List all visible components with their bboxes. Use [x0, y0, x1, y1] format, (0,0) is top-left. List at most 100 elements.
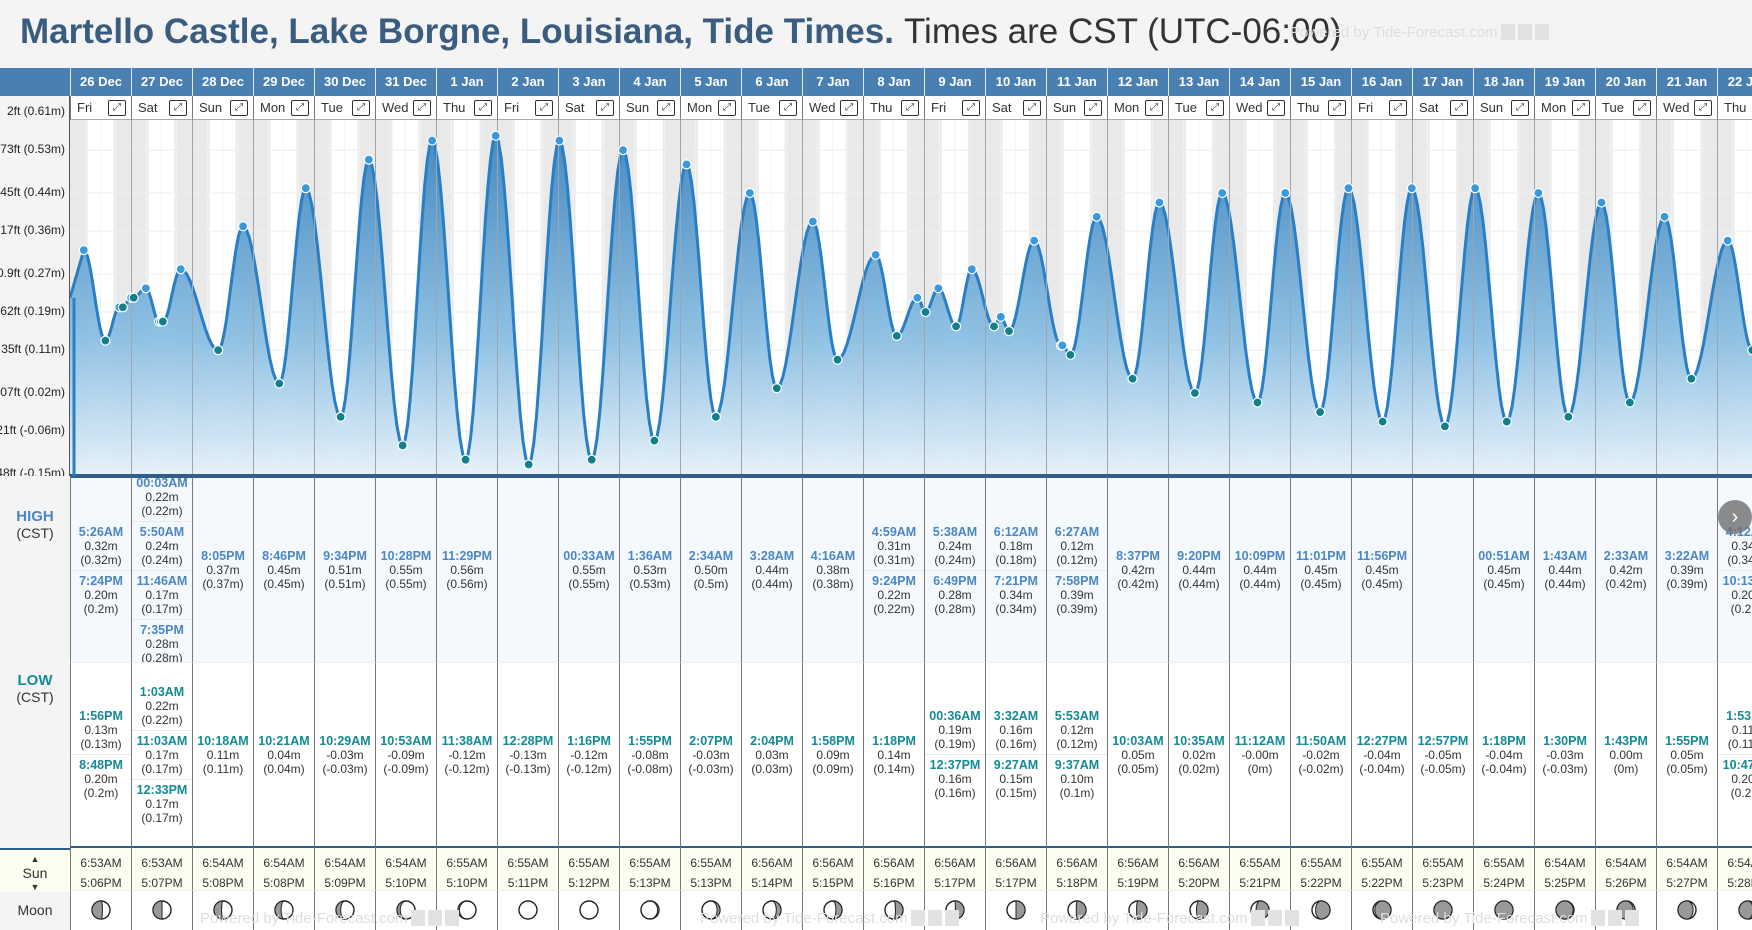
weekday-cell: Thu ⤢	[1290, 96, 1351, 120]
sun-cell: 6:55AM 5:23PM	[1412, 846, 1473, 890]
low-tide-marker	[1747, 345, 1752, 356]
expand-day-icon[interactable]: ⤢	[1084, 100, 1102, 116]
high-tide-entry: 1:43AM 0.44m (0.44m)	[1535, 546, 1595, 594]
tide-height-alt: (0.2m)	[83, 601, 119, 616]
expand-day-icon[interactable]: ⤢	[1572, 100, 1590, 116]
high-tide-marker	[300, 183, 311, 194]
tide-time: 00:33AM	[563, 549, 615, 563]
expand-day-icon[interactable]: ⤢	[169, 100, 187, 116]
sun-cell: 6:55AM 5:21PM	[1229, 846, 1290, 890]
tide-time: 00:51AM	[1478, 549, 1530, 563]
sunset-time: 5:25PM	[1544, 876, 1586, 890]
expand-day-icon[interactable]: ⤢	[108, 100, 126, 116]
expand-day-icon[interactable]: ⤢	[291, 100, 309, 116]
tide-height: 0.45m	[1365, 563, 1399, 577]
expand-day-icon[interactable]: ⤢	[413, 100, 431, 116]
low-tide-marker	[1314, 406, 1326, 418]
expand-day-icon[interactable]: ⤢	[840, 100, 858, 116]
weekday-label: Wed	[1663, 100, 1690, 115]
tide-line	[70, 132, 1752, 468]
tide-height: 0.44m	[1548, 563, 1582, 577]
expand-day-icon[interactable]: ⤢	[535, 100, 553, 116]
low-tide-entry: 1:53PM0.11m(0.11m)	[1718, 706, 1752, 754]
expand-day-icon[interactable]: ⤢	[901, 100, 919, 116]
tide-height-alt: (0.17m)	[141, 810, 183, 825]
scroll-next-button[interactable]: ›	[1718, 500, 1752, 534]
expand-day-icon[interactable]: ⤢	[718, 100, 736, 116]
expand-day-icon[interactable]: ⤢	[1206, 100, 1224, 116]
expand-day-icon[interactable]: ⤢	[1633, 100, 1651, 116]
sun-cell: 6:54AM 5:10PM	[375, 846, 436, 890]
date-header: 9 Jan	[924, 68, 985, 96]
expand-day-icon[interactable]: ⤢	[1267, 100, 1285, 116]
tide-time: 12:33PM	[136, 782, 188, 797]
tide-height: -0.08m	[631, 747, 669, 762]
date-header: 3 Jan	[558, 68, 619, 96]
expand-day-icon[interactable]: ⤢	[1450, 100, 1468, 116]
tide-height-alt: (0.31m)	[873, 552, 915, 567]
expand-day-icon[interactable]: ⤢	[962, 100, 980, 116]
expand-day-icon[interactable]: ⤢	[779, 100, 797, 116]
expand-day-icon[interactable]: ⤢	[1328, 100, 1346, 116]
tide-height-alt: (0.05m)	[1666, 761, 1708, 776]
high-tide-marker	[1596, 197, 1607, 208]
tide-time: 11:01PM	[1295, 549, 1347, 563]
expand-day-icon[interactable]: ⤢	[474, 100, 492, 116]
expand-day-icon[interactable]: ⤢	[596, 100, 614, 116]
low-tide-cell: 1:18PM -0.04m (-0.04m)	[1473, 662, 1534, 846]
tide-height-alt: (0.12m)	[1056, 737, 1098, 751]
date-header: 31 Dec	[375, 68, 436, 96]
tide-height-alt: (-0.04m)	[1481, 761, 1527, 776]
sun-cell: 6:54AM 5:09PM	[314, 846, 375, 890]
tide-time: 9:34PM	[323, 549, 367, 563]
high-tide-entry: 7:35PM 0.28m (0.28m)	[132, 618, 192, 668]
expand-day-icon[interactable]: ⤢	[1389, 100, 1407, 116]
low-tide-marker	[523, 459, 534, 470]
expand-day-icon[interactable]: ⤢	[657, 100, 675, 116]
tide-height-alt: (0.38m)	[812, 577, 854, 591]
brand-logo-icon	[427, 910, 442, 926]
tide-height: 0.12m	[1060, 723, 1094, 737]
expand-day-icon[interactable]: ⤢	[1511, 100, 1529, 116]
tide-height: 0.50m	[694, 563, 728, 577]
moon-phase-icon	[1128, 900, 1148, 920]
low-tide-cell: 5:53AM 0.12m (0.12m) 9:37AM 0.10m (0.1m)	[1046, 662, 1107, 846]
expand-day-icon[interactable]: ⤢	[1023, 100, 1041, 116]
high-tide-cell: 4:59AM 0.31m (0.31m) 9:24PM 0.22m (0.22m)	[863, 476, 924, 662]
day-column: 31 Dec Wed ⤢ 10:28PM 0.55m (0.55m) 10:53AM -0.0…	[375, 68, 436, 930]
date-header: 22 Jan	[1717, 68, 1752, 96]
expand-day-icon[interactable]: ⤢	[1145, 100, 1163, 116]
low-tide-entry: 11:50AM -0.02m (-0.02m)	[1291, 731, 1351, 779]
tide-height: -0.02m	[1302, 747, 1340, 762]
sunrise-time: 6:55AM	[1422, 856, 1464, 870]
tide-height-alt: (0.42m)	[1605, 577, 1647, 591]
row-labels: 2ft (0.61m) 1.73ft (0.53m) 1.45ft (0.44m) 1…	[0, 68, 70, 930]
moon-cell: 2:44AM1:29PM	[314, 890, 375, 930]
low-tide-marker	[335, 411, 346, 422]
tide-height: 0.05m	[1121, 747, 1155, 762]
tide-height-alt: (0.44m)	[1178, 577, 1220, 591]
low-tide-cell: 11:50AM -0.02m (-0.02m)	[1290, 662, 1351, 846]
tide-height: 0.44m	[1182, 563, 1216, 577]
high-tide-entry: 6:27AM 0.12m (0.12m)	[1047, 522, 1107, 570]
expand-day-icon[interactable]: ⤢	[230, 100, 248, 116]
high-tide-entry: 9:34PM 0.51m (0.51m)	[315, 546, 375, 594]
sunset-time: 5:10PM	[385, 876, 427, 890]
moon-row-label: Moon	[17, 902, 53, 918]
high-tide-entry: 10:09PM 0.44m (0.44m)	[1230, 546, 1290, 594]
weekday-cell: Sun ⤢	[1046, 96, 1107, 120]
weekday-label: Sun	[1480, 100, 1504, 115]
tide-table: 26 Dec Fri ⤢ 5:26AM 0.32m (0.32m) 7:24PM 0.20m(…	[0, 68, 1752, 930]
weekday-label: Sun	[626, 100, 650, 115]
low-tide-entry: 12:37PM 0.16m (0.16m)	[925, 754, 985, 803]
low-tide-entry: 1:43PM 0.00m (0m)	[1596, 731, 1656, 779]
high-tide-cell: 00:33AM 0.55m (0.55m)	[558, 476, 619, 662]
expand-day-icon[interactable]: ⤢	[1694, 100, 1712, 116]
low-tide-entry: 11:38AM -0.12m (-0.12m)	[437, 731, 497, 779]
tide-time: 1:58PM	[811, 733, 855, 748]
day-column: 2 Jan Fri ⤢ 12:28PM -0.13m (-0.13m) 6:55AM 5:11…	[497, 68, 558, 930]
sunrise-time: 6:55AM	[1300, 856, 1342, 870]
expand-day-icon[interactable]: ⤢	[352, 100, 370, 116]
powered-by-watermark: Powered by Tide-Forecast.com	[1380, 910, 1639, 927]
date-header-spacer	[0, 68, 70, 96]
